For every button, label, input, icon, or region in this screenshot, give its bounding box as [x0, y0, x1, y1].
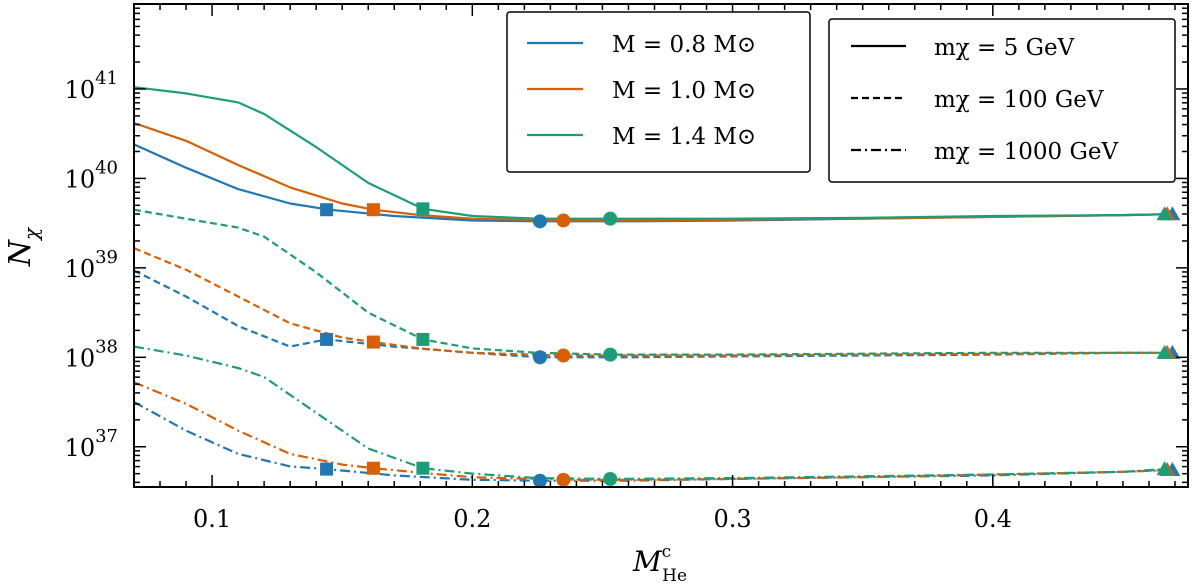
square-marker-M1.4-mchi1000 [416, 461, 430, 475]
triangle-marker-M1.4-mchi1000 [1156, 461, 1173, 476]
y-tick-label: 1037 [65, 426, 118, 462]
axes: 0.1 0.2 0.3 0.4 1037 1038 1039 1040 1041 Mc He Nχ [3, 3, 1189, 584]
legends: M = 0.8 M⊙ M = 1.0 M⊙ M = 1.4 M⊙ mχ = 5 GeV… [506, 11, 1176, 183]
series-line-M1.4-mchi1000 [134, 345, 1165, 480]
series-line-M1.4-mchi5 [134, 86, 1165, 220]
mass-legend-frame [506, 11, 811, 173]
series-line-M1.4-mchi100 [134, 208, 1165, 356]
circle-marker-M1.0-mchi1000 [556, 472, 571, 487]
square-marker-M0.8-mchi100 [320, 332, 334, 346]
circle-marker-M1.4-mchi1000 [603, 471, 618, 486]
circle-marker-M1.0-mchi5 [556, 213, 571, 228]
x-tick-label: 0.3 [713, 505, 751, 533]
mchi-legend-frame [828, 18, 1176, 183]
circle-marker-M1.0-mchi100 [556, 348, 571, 363]
square-marker-M1.4-mchi100 [416, 332, 430, 346]
x-axis-title: Mc He [632, 542, 687, 584]
legend-label-M1.0: M = 1.0 M⊙ [612, 78, 756, 104]
plot-frame [133, 3, 1189, 488]
square-marker-M1.4-mchi5 [416, 202, 430, 216]
x-tick-label: 0.2 [453, 505, 491, 533]
circle-marker-M0.8-mchi100 [532, 350, 547, 365]
x-tick-label: 0.4 [974, 505, 1012, 533]
y-axis-title: Nχ [3, 226, 43, 267]
plot-area [134, 86, 1181, 488]
mass-legend: M = 0.8 M⊙ M = 1.0 M⊙ M = 1.4 M⊙ [506, 11, 811, 173]
legend-label-M0.8: M = 0.8 M⊙ [612, 32, 756, 58]
triangle-marker-M1.4-mchi100 [1156, 344, 1173, 359]
circle-marker-M0.8-mchi5 [532, 214, 547, 229]
legend-label-M1.4: M = 1.4 M⊙ [612, 124, 756, 150]
legend-label-dashed: mχ = 100 GeV [934, 87, 1104, 113]
circle-marker-M1.4-mchi5 [603, 211, 618, 226]
square-marker-M0.8-mchi5 [320, 203, 334, 217]
triangle-marker-M1.4-mchi5 [1156, 206, 1173, 221]
y-tick-label: 1039 [65, 247, 118, 283]
series-line-M0.8-mchi100 [134, 269, 1173, 359]
square-marker-M1.0-mchi5 [366, 203, 380, 217]
series-line-M0.8-mchi1000 [134, 401, 1173, 482]
y-tick-label: 1038 [65, 336, 118, 372]
circle-marker-M1.4-mchi100 [603, 347, 618, 362]
mchi-legend: mχ = 5 GeV mχ = 100 GeV mχ = 1000 GeV [828, 18, 1176, 183]
series-markers [320, 202, 1181, 488]
y-tick-label: 1040 [65, 157, 118, 193]
x-tick-label: 0.1 [193, 505, 231, 533]
circle-marker-M0.8-mchi1000 [532, 473, 547, 488]
square-marker-M1.0-mchi1000 [366, 461, 380, 475]
legend-label-solid: mχ = 5 GeV [934, 35, 1075, 61]
square-marker-M0.8-mchi1000 [320, 462, 334, 476]
y-tick-label: 1041 [65, 68, 118, 104]
legend-label-dashdot: mχ = 1000 GeV [934, 139, 1118, 165]
series-line-M1.0-mchi100 [134, 247, 1168, 357]
square-marker-M1.0-mchi100 [366, 335, 380, 349]
